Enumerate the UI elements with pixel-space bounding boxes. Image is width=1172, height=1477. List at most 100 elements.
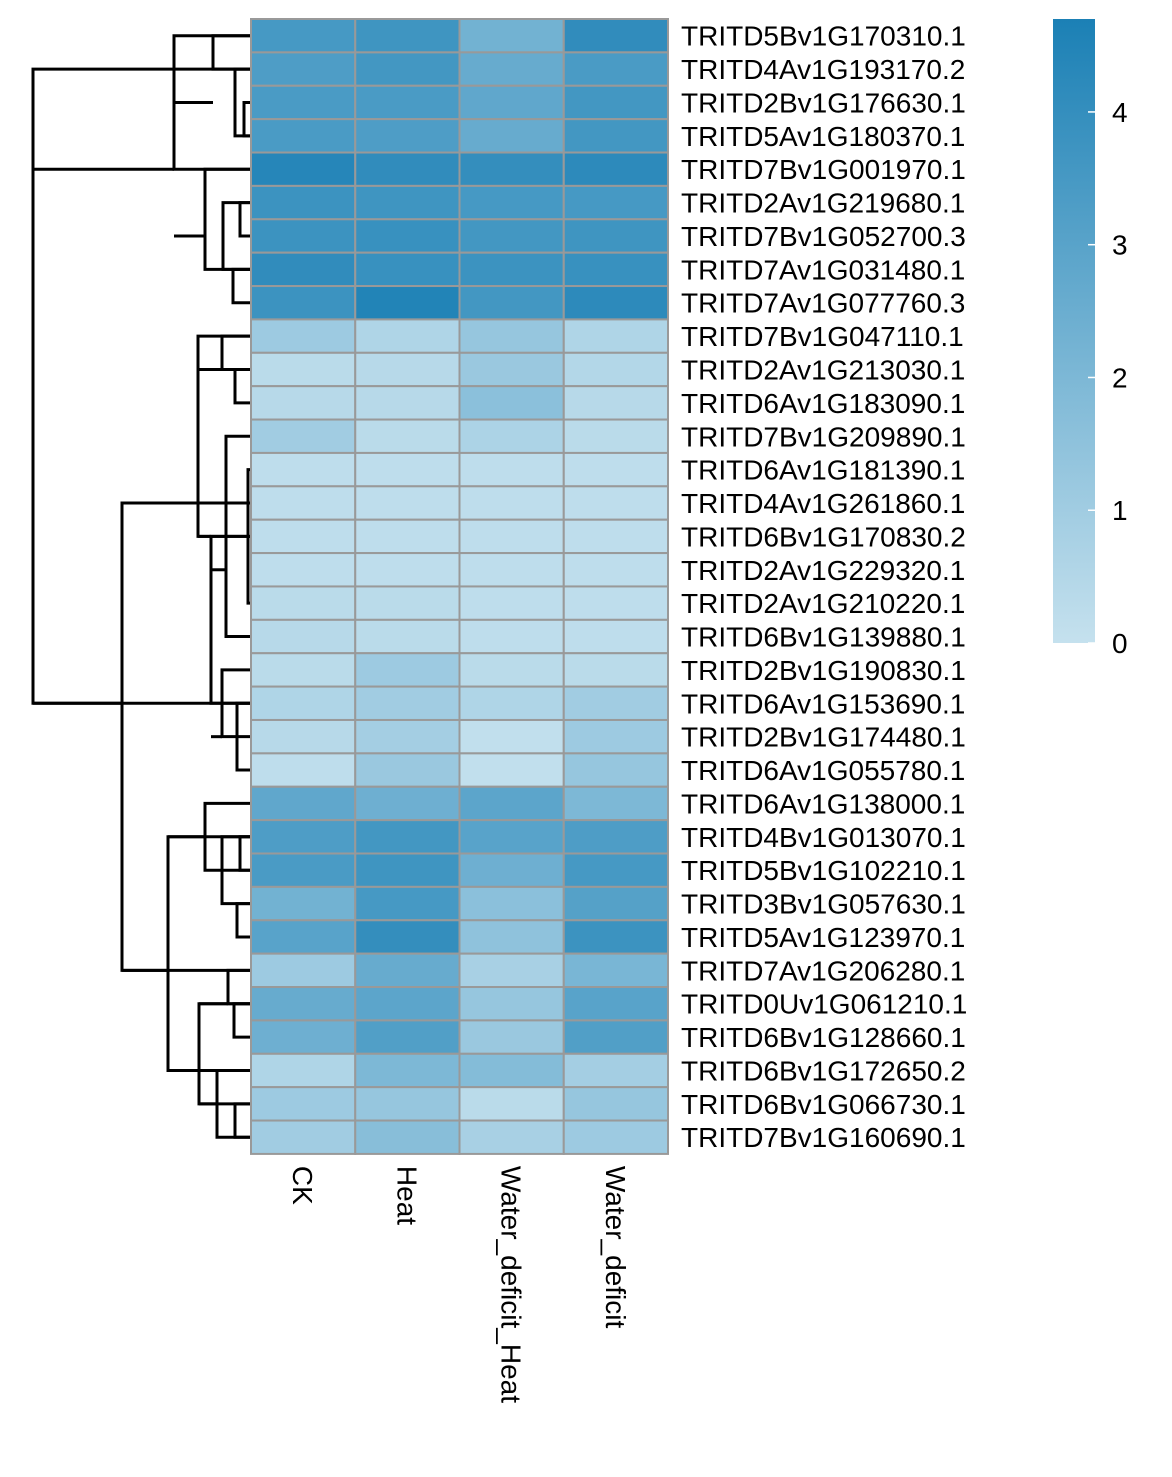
heatmap-cell (250, 84, 357, 121)
heatmap-cell (562, 351, 669, 388)
row-label: TRITD7Av1G206280.1 (681, 955, 965, 986)
heatmap-cell (250, 118, 357, 154)
row-label: TRITD7Bv1G052700.3 (681, 221, 966, 252)
heatmap-cell (562, 485, 669, 521)
heatmap-cell (250, 184, 357, 221)
heatmap-cell (562, 986, 669, 1022)
heatmap-cell (250, 351, 357, 388)
dendrogram-branch (31, 67, 251, 705)
heatmap-cell (458, 184, 565, 221)
heatmap-cell (354, 18, 461, 54)
row-label: TRITD2Bv1G176630.1 (681, 87, 966, 118)
heatmap-cell (250, 618, 357, 655)
heatmap-cell (458, 251, 565, 288)
row-dendrogram (31, 34, 251, 1139)
heatmap-cell (458, 852, 565, 888)
heatmap-cell (458, 752, 565, 788)
dendrogram-branch (238, 201, 251, 238)
heatmap-cell (354, 852, 461, 888)
legend-tick-label: 0 (1112, 628, 1128, 659)
heatmap-cell (562, 1086, 669, 1122)
row-label: TRITD6Bv1G066730.1 (681, 1089, 966, 1120)
heatmap-cell (354, 819, 461, 855)
heatmap-cell (354, 585, 461, 621)
row-label: TRITD2Bv1G190830.1 (681, 655, 966, 686)
heatmap-cell (354, 151, 461, 187)
heatmap-cell (562, 1019, 669, 1055)
row-labels: TRITD5Bv1G170310.1TRITD4Av1G193170.2TRIT… (681, 21, 967, 1154)
heatmap-cell (250, 585, 357, 621)
row-label: TRITD4Av1G193170.2 (681, 54, 965, 85)
heatmap-cell (562, 885, 669, 922)
heatmap-cell (562, 84, 669, 121)
heatmap-cell (458, 1052, 565, 1089)
heatmap-cell (562, 385, 669, 421)
heatmap-cell (354, 385, 461, 421)
heatmap-cell (354, 552, 461, 588)
heatmap-cell (458, 785, 565, 822)
heatmap-cell (354, 652, 461, 688)
heatmap-cell (354, 618, 461, 655)
dendrogram-branch (231, 267, 251, 305)
row-label: TRITD6Bv1G139880.1 (681, 622, 966, 653)
dendrogram-branch (242, 100, 251, 138)
heatmap-cell (250, 885, 357, 922)
heatmap-cell (354, 919, 461, 955)
heatmap-cell (458, 986, 565, 1022)
heatmap-cell (562, 852, 669, 888)
heatmap-cell (458, 151, 565, 187)
heatmap-cell (458, 451, 565, 488)
heatmap-cell (562, 184, 669, 221)
legend-tick-label: 4 (1112, 97, 1128, 128)
heatmap-cell (458, 1086, 565, 1122)
heatmap-cell (354, 952, 461, 989)
heatmap-cell (354, 84, 461, 121)
heatmap-cell (562, 585, 669, 621)
heatmap-cell (458, 218, 565, 254)
heatmap-cell (250, 652, 357, 688)
heatmap-cell (250, 451, 357, 488)
row-label: TRITD5Av1G180370.1 (681, 121, 965, 152)
heatmap-cell (562, 418, 669, 454)
row-label: TRITD7Bv1G001970.1 (681, 154, 966, 185)
heatmap-cell (458, 952, 565, 989)
heatmap-cell (354, 685, 461, 721)
heatmap-cell (458, 51, 565, 87)
heatmap-cell (250, 485, 357, 521)
heatmap-cell (562, 652, 669, 688)
heatmap-cell (250, 919, 357, 955)
heatmap-cell (354, 1086, 461, 1122)
heatmap-cell (562, 785, 669, 822)
heatmap-cell (562, 218, 669, 254)
heatmap-cell (562, 318, 669, 354)
dendrogram-branch (197, 1002, 251, 1106)
heatmap-cell (250, 952, 357, 989)
heatmap-cell (562, 518, 669, 555)
heatmap-cell (562, 952, 669, 989)
dendrogram-branch (211, 34, 251, 71)
row-label: TRITD5Av1G123970.1 (681, 922, 965, 953)
row-label: TRITD4Av1G261860.1 (681, 488, 965, 519)
row-label: TRITD6Bv1G170830.2 (681, 521, 966, 552)
heatmap-cell (354, 785, 461, 822)
heatmap-cell (458, 718, 565, 755)
heatmap-cells (250, 18, 669, 1155)
row-label: TRITD6Av1G055780.1 (681, 755, 965, 786)
heatmap-cell (458, 618, 565, 655)
row-label: TRITD2Av1G213030.1 (681, 354, 965, 385)
legend-tick-label: 3 (1112, 230, 1128, 261)
heatmap-cell (458, 685, 565, 721)
heatmap-cell (458, 485, 565, 521)
heatmap-cell (562, 451, 669, 488)
row-label: TRITD7Bv1G160690.1 (681, 1122, 966, 1153)
row-label: TRITD3Bv1G057630.1 (681, 889, 966, 920)
heatmap-cell (354, 251, 461, 288)
heatmap-cell (354, 285, 461, 321)
heatmap-cell (250, 218, 357, 254)
heatmap-cell (250, 852, 357, 888)
heatmap-cell (354, 518, 461, 555)
heatmap-cell (458, 351, 565, 388)
dendrogram-branch (235, 902, 251, 939)
dendrogram-branch (235, 701, 251, 772)
heatmap-cell (250, 752, 357, 788)
